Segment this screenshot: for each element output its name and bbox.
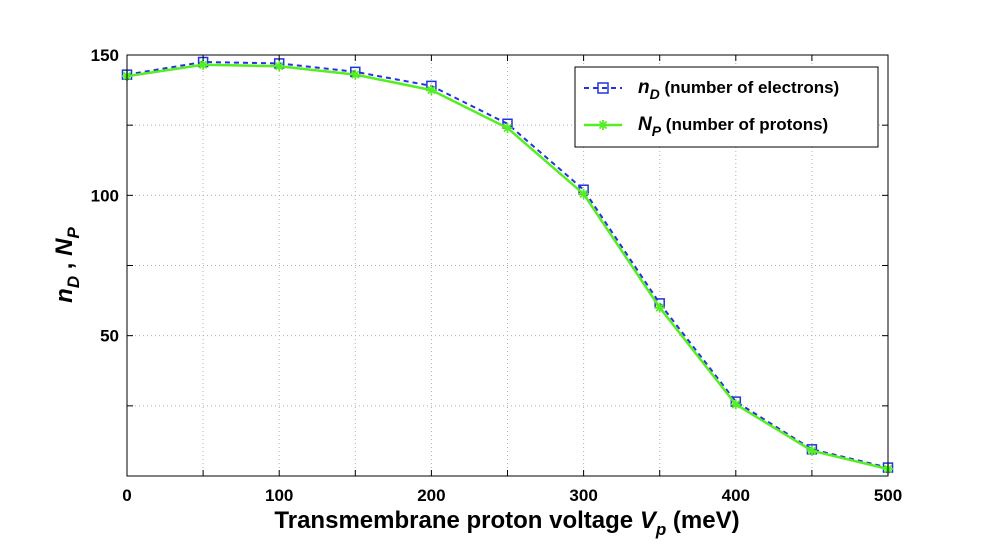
legend-asterisk-stroke xyxy=(598,120,608,130)
data-point-n-p xyxy=(730,399,741,410)
y-tick-label: 100 xyxy=(91,186,119,205)
data-point-n-p xyxy=(654,302,665,313)
x-axis-label-subscript: p xyxy=(655,520,666,539)
x-tick-label: 200 xyxy=(417,486,445,505)
legend-n-p-text: (number of protons) xyxy=(661,115,828,134)
y-axis-label-sub2: P xyxy=(64,227,83,239)
legend-n-p-sub: P xyxy=(652,123,662,139)
x-tick-label: 400 xyxy=(722,486,750,505)
x-axis-label-unit: (meV) xyxy=(666,507,739,534)
data-point-n-p-stroke xyxy=(427,85,436,95)
x-tick-label: 100 xyxy=(265,486,293,505)
y-axis-label-sym2: N xyxy=(51,238,78,256)
data-point-n-p xyxy=(198,59,209,70)
data-point-n-p-stroke xyxy=(351,70,360,79)
y-tick-label: 150 xyxy=(91,46,119,65)
legend-n-p-symbol: N xyxy=(638,114,653,135)
legend-marker-n-d xyxy=(597,82,609,94)
series-line-n-d xyxy=(126,60,889,469)
legend-marker-n-p xyxy=(598,120,608,130)
y-axis-label-sep: , xyxy=(51,256,78,276)
tick-layer: 0 100 200 300 400 500 50 100 150 xyxy=(91,46,903,505)
y-tick-label: 50 xyxy=(100,327,119,346)
x-tick-label: 300 xyxy=(569,486,597,505)
data-point-n-p-stroke xyxy=(731,400,740,409)
legend-n-d-text: (number of electrons) xyxy=(660,78,839,97)
data-point-n-p-stroke xyxy=(807,446,817,455)
data-point-n-p-stroke xyxy=(275,62,284,71)
data-point-n-p xyxy=(806,445,817,456)
x-tick-label: 0 xyxy=(122,486,131,505)
data-point-n-p xyxy=(502,122,513,133)
data-point-n-p xyxy=(350,69,361,80)
x-tick-label: 500 xyxy=(874,486,902,505)
data-point-n-p-stroke xyxy=(198,60,208,69)
data-point-n-p xyxy=(426,85,437,96)
x-axis-label-main: Transmembrane proton voltage xyxy=(274,507,639,534)
data-point-n-p xyxy=(274,61,285,72)
legend: nD (number of electrons) NP (number of p… xyxy=(574,66,879,148)
x-axis-label: Transmembrane proton voltage Vp (meV) xyxy=(274,507,739,539)
legend-n-d-sub: D xyxy=(650,86,660,102)
data-point-n-p-stroke xyxy=(503,123,512,133)
legend-n-d-symbol: n xyxy=(638,77,650,98)
legend-entry-n-p: NP (number of protons) xyxy=(638,114,828,139)
y-axis-label: nD , NP xyxy=(51,227,83,303)
legend-entry-n-d: nD (number of electrons) xyxy=(638,77,839,102)
legend-asterisk xyxy=(598,120,608,130)
y-axis-label-sym1: n xyxy=(51,288,78,303)
data-point-n-p-stroke xyxy=(655,303,664,312)
x-axis-label-symbol: V xyxy=(640,507,658,534)
legend-box xyxy=(574,66,879,148)
data-point-n-p xyxy=(578,188,589,199)
y-axis-label-sub1: D xyxy=(64,276,83,288)
data-point-n-p-stroke xyxy=(579,189,588,199)
